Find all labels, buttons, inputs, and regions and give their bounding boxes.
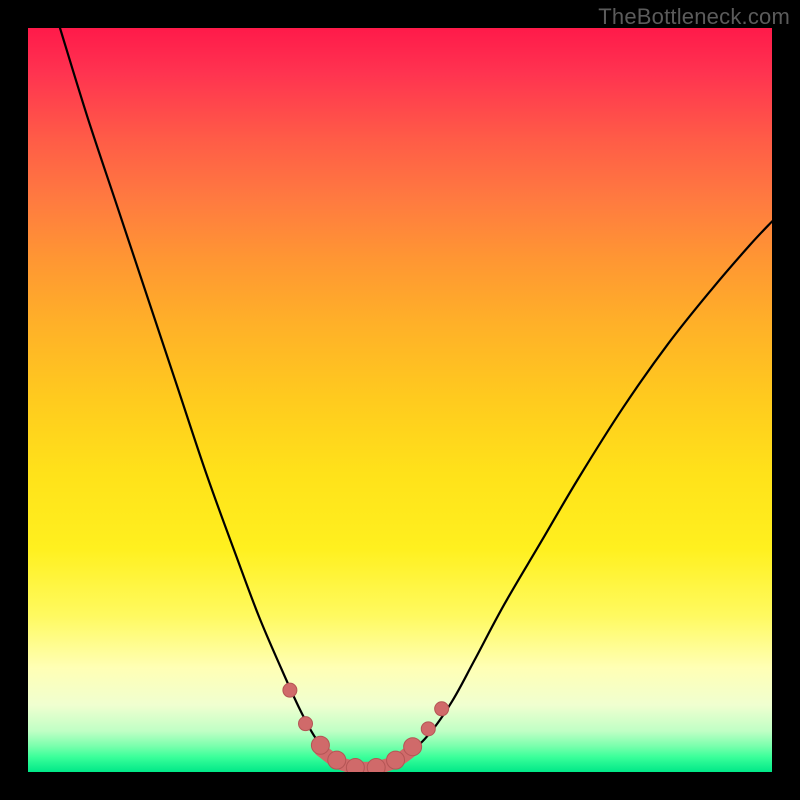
chart-svg-layer	[28, 28, 772, 772]
curve-marker	[387, 751, 405, 769]
curve-marker	[283, 683, 297, 697]
curve-marker	[404, 738, 422, 756]
curve-marker	[435, 702, 449, 716]
watermark-text: TheBottleneck.com	[598, 4, 790, 30]
bottleneck-curve	[60, 28, 772, 768]
curve-marker	[311, 736, 329, 754]
chart-plot-area	[28, 28, 772, 772]
curve-marker	[328, 751, 346, 769]
curve-marker	[367, 759, 385, 772]
curve-marker	[346, 759, 364, 772]
curve-marker	[421, 722, 435, 736]
curve-marker	[299, 717, 313, 731]
